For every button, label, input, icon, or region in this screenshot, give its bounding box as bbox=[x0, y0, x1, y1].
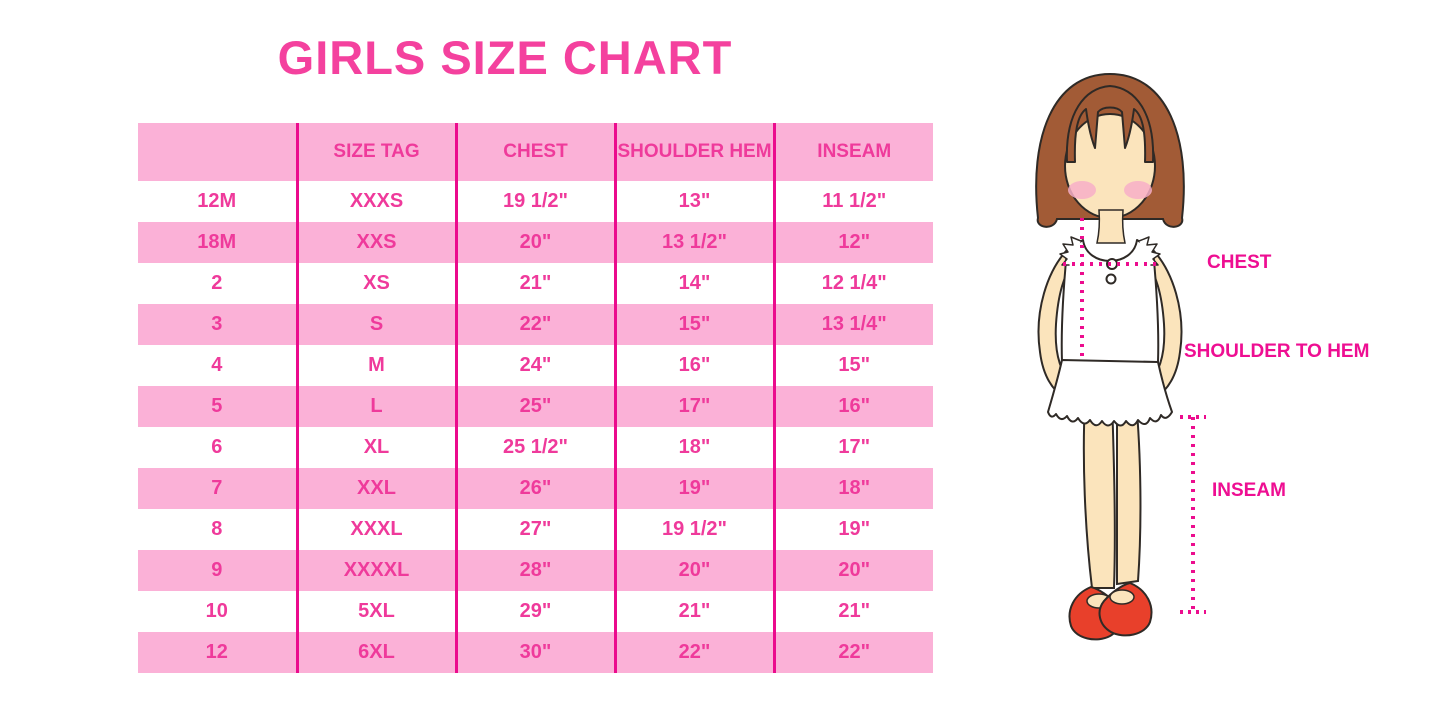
table-cell: 22" bbox=[838, 641, 871, 663]
table-cell: 6XL bbox=[297, 632, 458, 673]
table-cell: 7 bbox=[138, 468, 299, 509]
table-row: 9 XXXXL 28" 20" 20" bbox=[138, 550, 933, 591]
table-cell: 13 1/4" bbox=[821, 313, 887, 335]
table-cell: XL bbox=[297, 427, 458, 468]
table-row: 12M XXXS 19 1/2" 13" 11 1/2" bbox=[138, 181, 933, 222]
leg-right bbox=[1116, 399, 1142, 586]
table-cell: 22" bbox=[456, 304, 617, 345]
size-chart-section: SIZE TAG CHEST SHOULDER HEM INSEAM 12M XXXS 19… bbox=[138, 123, 933, 673]
table-cell: 18" bbox=[838, 477, 871, 499]
table-cell: 21" bbox=[615, 591, 776, 632]
table-row: 12 6XL 30" 22" 22" bbox=[138, 632, 933, 673]
face bbox=[1064, 113, 1156, 219]
girl-illustration-icon bbox=[1035, 72, 1206, 641]
table-cell: 17" bbox=[838, 436, 871, 458]
bangs bbox=[1065, 85, 1155, 163]
neck bbox=[1096, 209, 1126, 244]
table-cell: 30" bbox=[456, 632, 617, 673]
table-row: 3 S 22" 15" 13 1/4" bbox=[138, 304, 933, 345]
table-cell: M bbox=[297, 345, 458, 386]
measurement-figure: CHEST SHOULDER TO HEM INSEAM bbox=[1005, 60, 1445, 700]
shoulder-to-hem-label: SHOULDER TO HEM bbox=[1184, 341, 1370, 362]
page-title: GIRLS SIZE CHART bbox=[277, 31, 733, 84]
table-cell: 8 bbox=[138, 509, 299, 550]
table-cell: XS bbox=[297, 263, 458, 304]
table-cell: 18" bbox=[615, 427, 776, 468]
table-row: 4 M 24" 16" 15" bbox=[138, 345, 933, 386]
ruffle-right bbox=[1138, 236, 1161, 266]
table-cell: 16" bbox=[615, 345, 776, 386]
table-cell: S bbox=[297, 304, 458, 345]
top-bodice bbox=[1060, 239, 1160, 363]
table-cell: 5 bbox=[138, 386, 299, 427]
table-cell: XXL bbox=[297, 468, 458, 509]
table-cell: XXS bbox=[297, 222, 458, 263]
table-cell: 9 bbox=[138, 550, 299, 591]
table-row: 10 5XL 29" 21" 21" bbox=[138, 591, 933, 632]
blush-left bbox=[1068, 181, 1096, 199]
table-cell: 21" bbox=[456, 263, 617, 304]
table-cell: 19" bbox=[838, 518, 871, 540]
table-cell: XXXXL bbox=[297, 550, 458, 591]
table-cell: 18M bbox=[138, 222, 299, 263]
table-cell: 14" bbox=[615, 263, 776, 304]
table-row: 8 XXXL 27" 19 1/2" 19" bbox=[138, 509, 933, 550]
blush-right bbox=[1124, 181, 1152, 199]
shoe-right-opening bbox=[1109, 589, 1135, 605]
column-header: SIZE TAG bbox=[297, 123, 458, 181]
table-cell: 10 bbox=[138, 591, 299, 632]
table-cell: 11 1/2" bbox=[822, 190, 887, 212]
table-cell: 4 bbox=[138, 345, 299, 386]
table-cell: 19" bbox=[615, 468, 776, 509]
table-row: 5 L 25" 17" 16" bbox=[138, 386, 933, 427]
table-cell: 20" bbox=[456, 222, 617, 263]
table-cell: 2 bbox=[138, 263, 299, 304]
table-cell: 13" bbox=[615, 181, 776, 222]
table-row: 7 XXL 26" 19" 18" bbox=[138, 468, 933, 509]
column-header: CHEST bbox=[456, 123, 617, 181]
table-cell: 15" bbox=[838, 354, 871, 376]
table-row: 6 XL 25 1/2" 18" 17" bbox=[138, 427, 933, 468]
size-chart-table: SIZE TAG CHEST SHOULDER HEM INSEAM 12M XXXS 19… bbox=[138, 123, 933, 673]
column-header bbox=[138, 123, 299, 181]
leg-left bbox=[1082, 399, 1116, 589]
table-cell: 22" bbox=[615, 632, 776, 673]
button-bottom bbox=[1105, 273, 1117, 285]
inseam-label: INSEAM bbox=[1212, 480, 1286, 501]
table-cell: 28" bbox=[456, 550, 617, 591]
table-cell: 17" bbox=[615, 386, 776, 427]
table-cell: 19 1/2" bbox=[615, 509, 776, 550]
table-cell: L bbox=[297, 386, 458, 427]
table-cell: 27" bbox=[456, 509, 617, 550]
table-cell: 21" bbox=[838, 600, 871, 622]
table-cell: 19 1/2" bbox=[456, 181, 617, 222]
table-cell: XXXS bbox=[297, 181, 458, 222]
table-cell: 26" bbox=[456, 468, 617, 509]
table-cell: 3 bbox=[138, 304, 299, 345]
table-cell: 25" bbox=[456, 386, 617, 427]
table-row: 2 XS 21" 14" 12 1/4" bbox=[138, 263, 933, 304]
table-cell: 13 1/2" bbox=[615, 222, 776, 263]
table-cell: 20" bbox=[838, 559, 871, 581]
table-cell: 12 1/4" bbox=[821, 272, 887, 294]
column-header: SHOULDER HEM bbox=[615, 123, 776, 181]
table-cell: 12 bbox=[138, 632, 299, 673]
table-cell: XXXL bbox=[297, 509, 458, 550]
column-header: INSEAM bbox=[817, 141, 892, 162]
chest-label: CHEST bbox=[1207, 252, 1272, 273]
table-cell: 15" bbox=[615, 304, 776, 345]
table-cell: 12M bbox=[138, 181, 299, 222]
table-cell: 29" bbox=[456, 591, 617, 632]
skirt bbox=[1047, 359, 1173, 427]
table-cell: 20" bbox=[615, 550, 776, 591]
table-cell: 5XL bbox=[297, 591, 458, 632]
table-cell: 16" bbox=[838, 395, 871, 417]
table-cell: 24" bbox=[456, 345, 617, 386]
table-cell: 6 bbox=[138, 427, 299, 468]
table-cell: 25 1/2" bbox=[456, 427, 617, 468]
table-cell: 12" bbox=[838, 231, 871, 253]
table-row: 18M XXS 20" 13 1/2" 12" bbox=[138, 222, 933, 263]
